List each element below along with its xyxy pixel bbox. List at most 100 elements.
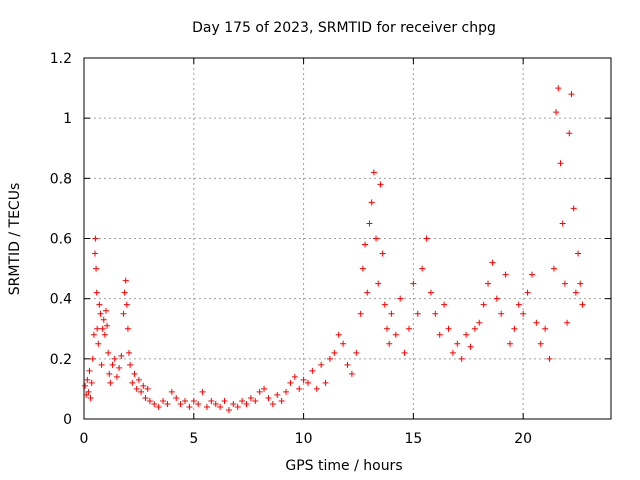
data-point xyxy=(579,301,586,308)
data-point xyxy=(133,385,140,392)
data-point xyxy=(234,403,241,410)
data-point xyxy=(368,199,375,206)
data-point xyxy=(423,235,430,242)
data-points xyxy=(82,85,586,413)
data-point xyxy=(392,331,399,338)
data-point xyxy=(212,400,219,407)
data-point xyxy=(151,400,158,407)
data-point xyxy=(92,235,99,242)
data-point xyxy=(559,220,566,227)
data-point xyxy=(485,280,492,287)
data-point xyxy=(572,289,579,296)
data-point xyxy=(542,325,549,332)
data-point xyxy=(557,160,564,167)
x-tick-label: 10 xyxy=(295,431,313,447)
data-point xyxy=(155,403,162,410)
data-point xyxy=(83,391,90,398)
data-point xyxy=(377,181,384,188)
data-point xyxy=(111,355,118,362)
data-point xyxy=(379,250,386,257)
data-point xyxy=(577,280,584,287)
x-axis-label: GPS time / hours xyxy=(285,458,402,474)
data-point xyxy=(296,385,303,392)
data-point xyxy=(366,220,373,227)
data-point xyxy=(291,373,298,380)
data-point xyxy=(322,379,329,386)
data-point xyxy=(98,361,105,368)
y-tick-label: 0.8 xyxy=(50,171,72,187)
data-point xyxy=(384,325,391,332)
data-point xyxy=(335,331,342,338)
data-point xyxy=(124,325,131,332)
data-point xyxy=(419,265,426,272)
data-point xyxy=(97,310,104,317)
data-point xyxy=(304,379,311,386)
data-point xyxy=(386,340,393,347)
data-point xyxy=(243,400,250,407)
data-point xyxy=(127,361,134,368)
data-point xyxy=(546,355,553,362)
data-point xyxy=(274,391,281,398)
data-point xyxy=(203,403,210,410)
tick-labels: 0 5 10 15 20 0 0.2 0.4 0.6 0.8 1 1.2 xyxy=(50,51,532,447)
data-point xyxy=(93,265,100,272)
data-point xyxy=(121,289,128,296)
data-point xyxy=(239,397,246,404)
data-point xyxy=(90,331,97,338)
data-point xyxy=(142,394,149,401)
data-point xyxy=(247,394,254,401)
data-point xyxy=(427,289,434,296)
data-point xyxy=(553,109,560,116)
data-point xyxy=(309,367,316,374)
data-point xyxy=(566,130,573,137)
data-point xyxy=(89,355,96,362)
data-point xyxy=(217,403,224,410)
data-point xyxy=(445,325,452,332)
data-point xyxy=(122,277,129,284)
data-point xyxy=(364,289,371,296)
data-point xyxy=(195,400,202,407)
data-point xyxy=(278,397,285,404)
data-point xyxy=(515,301,522,308)
data-point xyxy=(318,361,325,368)
data-point xyxy=(489,259,496,266)
data-point xyxy=(144,385,151,392)
data-point xyxy=(102,307,109,314)
data-point xyxy=(86,367,93,374)
data-point xyxy=(252,397,259,404)
gridlines xyxy=(84,58,611,419)
data-point xyxy=(331,349,338,356)
data-point xyxy=(405,325,412,332)
data-point xyxy=(388,310,395,317)
data-point xyxy=(101,331,108,338)
y-tick-label: 1.2 xyxy=(50,51,72,67)
data-point xyxy=(502,271,509,278)
data-point xyxy=(225,406,232,413)
data-point xyxy=(528,271,535,278)
data-point xyxy=(524,289,531,296)
data-point xyxy=(173,394,180,401)
data-point xyxy=(256,388,263,395)
x-tick-label: 20 xyxy=(514,431,532,447)
data-point xyxy=(88,379,95,386)
y-axis-label: SRMTID / TECUs xyxy=(7,183,23,296)
data-point xyxy=(432,310,439,317)
chart-title: Day 175 of 2023, SRMTID for receiver chp… xyxy=(192,20,496,36)
data-point xyxy=(146,397,153,404)
data-point xyxy=(140,382,147,389)
data-point xyxy=(397,295,404,302)
x-tick-label: 0 xyxy=(80,431,89,447)
data-point xyxy=(208,397,215,404)
data-point xyxy=(414,310,421,317)
y-tick-label: 0.6 xyxy=(50,232,72,248)
data-point xyxy=(87,394,94,401)
data-point xyxy=(95,340,102,347)
data-point xyxy=(375,280,382,287)
data-point xyxy=(120,310,127,317)
data-point xyxy=(353,349,360,356)
data-point xyxy=(84,376,91,383)
data-point xyxy=(265,394,272,401)
data-point xyxy=(164,400,171,407)
data-point xyxy=(476,319,483,326)
